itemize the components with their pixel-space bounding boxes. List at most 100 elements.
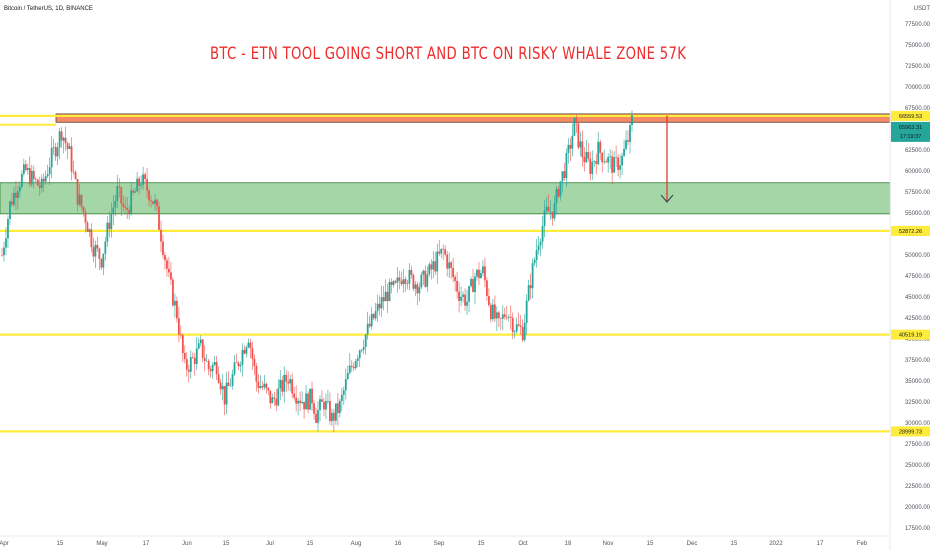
candle-body: [565, 152, 568, 179]
candle-body: [277, 388, 280, 406]
y-tick-label: 20000.00: [905, 505, 931, 511]
candle-body: [20, 173, 23, 187]
candle-body: [225, 382, 228, 405]
candle-body: [52, 147, 55, 148]
candle-body: [303, 401, 305, 410]
candle-body: [271, 397, 274, 404]
candle-body: [233, 362, 236, 375]
candle-body: [118, 186, 121, 188]
x-tick-label: Nov: [603, 541, 614, 547]
candle-body: [446, 254, 449, 269]
candle-body: [156, 199, 158, 207]
candle-body: [273, 397, 276, 399]
candle-body: [269, 390, 272, 404]
candle-body: [517, 324, 520, 326]
candle-body: [325, 400, 327, 410]
candle-body: [72, 171, 75, 173]
candle-body: [34, 179, 37, 180]
candle-body: [623, 148, 625, 156]
candle-body: [360, 349, 363, 351]
candle-body: [158, 206, 160, 230]
candle-body: [364, 334, 367, 348]
candle-body: [13, 192, 15, 205]
candle-body: [289, 379, 292, 384]
candle-body: [100, 258, 103, 268]
candle-body: [177, 318, 180, 335]
candle-body: [382, 297, 385, 302]
candle-body: [98, 248, 101, 259]
candle-body: [555, 188, 558, 204]
candle-body: [38, 185, 41, 188]
candle-body: [70, 146, 73, 172]
candle-body: [76, 179, 79, 205]
candle-body: [9, 201, 11, 219]
top-line-price-label-text: 66559.53: [899, 114, 922, 120]
candle-body: [309, 388, 311, 410]
candle-body: [400, 280, 403, 285]
candle-body: [102, 253, 105, 268]
candle-body: [321, 399, 323, 402]
candle-body: [507, 316, 510, 318]
candle-body: [553, 203, 556, 219]
candle-body: [174, 300, 176, 306]
candle-body: [378, 303, 381, 309]
candle-body: [217, 374, 220, 383]
candle-body: [110, 214, 113, 230]
candle-body: [205, 360, 208, 362]
candle-body: [609, 156, 612, 157]
candle-body: [374, 311, 377, 319]
candle-body: [589, 158, 592, 174]
candle-body: [535, 250, 538, 261]
candle-body: [603, 161, 606, 163]
candle-body: [515, 324, 518, 332]
x-tick-label: 17: [817, 541, 824, 547]
symbol-header: Bitcoin / TetherUS, 1D, BINANCE: [4, 6, 93, 12]
candle-body: [334, 403, 337, 421]
candle-body: [454, 276, 457, 281]
candle-body: [16, 191, 19, 198]
candle-body: [181, 335, 184, 354]
candle-body: [291, 379, 294, 394]
candle-body: [406, 283, 409, 285]
candle-body: [120, 187, 123, 204]
y-tick-label: 45000.00: [905, 295, 931, 301]
candle-body: [436, 251, 439, 272]
candle-body: [18, 186, 21, 192]
candle-body: [599, 141, 602, 153]
candle-body: [587, 152, 590, 159]
candle-body: [128, 209, 131, 214]
candle-body: [428, 264, 431, 275]
y-tick-label: 22500.00: [905, 484, 931, 490]
candle-body: [456, 280, 459, 292]
x-tick-label: Aug: [351, 541, 362, 547]
x-axis-ticks: Apr 15 May 17 Jun 15 Jul 15 Aug 16 Sep 15 Oct 18 Nov 15…: [0, 541, 868, 547]
y-tick-label: 25000.00: [905, 463, 931, 469]
candle-body: [573, 117, 576, 136]
candle-body: [132, 190, 135, 193]
candle-body: [160, 229, 162, 242]
candle-body: [170, 272, 172, 280]
candle-body: [491, 304, 494, 320]
x-tick-label: Sep: [434, 541, 445, 547]
candle-body: [319, 399, 321, 411]
candle-body: [106, 222, 109, 242]
candle-body: [281, 380, 284, 392]
candle-body: [370, 313, 373, 327]
candle-body: [28, 168, 31, 185]
candle-body: [545, 206, 548, 211]
x-tick-label: 2022: [769, 541, 783, 547]
candle-body: [625, 140, 627, 149]
candle-body: [231, 374, 234, 386]
whale-zone[interactable]: [0, 182, 891, 215]
candle-body: [527, 285, 530, 301]
price-labels: 66559.53 52872.26 40519.19 28999.73 65963.31…: [891, 110, 930, 437]
candle-body: [358, 350, 361, 359]
candle-body: [66, 143, 69, 149]
x-tick-label: Oct: [518, 541, 528, 547]
candle-body: [394, 281, 397, 283]
candle-body: [450, 262, 453, 268]
candle-body: [179, 334, 182, 336]
candle-body: [88, 229, 91, 232]
